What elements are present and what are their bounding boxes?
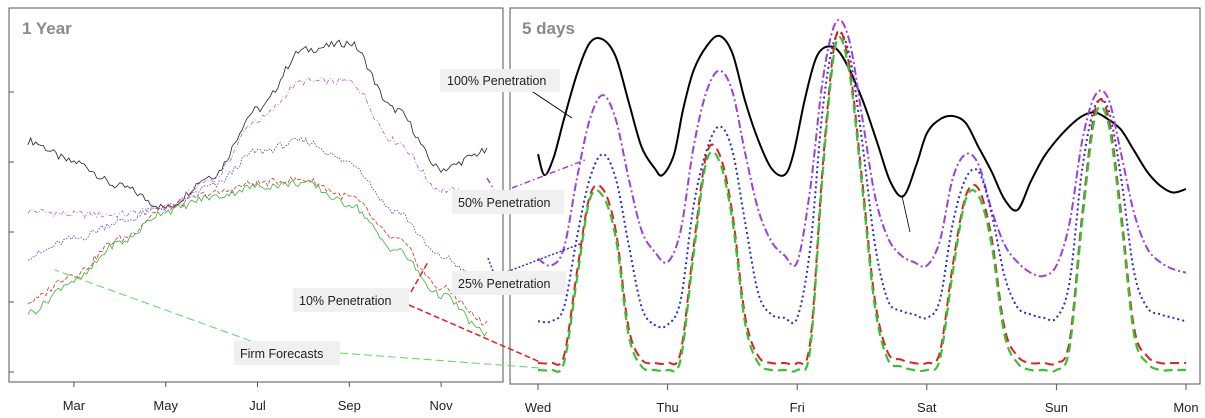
one-year-x-ticks: Mar May Jul Sep Nov — [63, 382, 453, 413]
callout-10-penetration: 10% Penetration — [293, 288, 409, 312]
one-year-series-25-penetration — [27, 136, 488, 291]
callout-25-label: 25% Penetration — [458, 277, 550, 291]
one-year-series — [27, 39, 488, 337]
one-year-y-ticks — [9, 91, 14, 373]
five-days-x-tick-label-sat: Sat — [917, 400, 937, 415]
five-days-series-10-penetration — [537, 29, 1186, 366]
leader-10-down — [408, 304, 541, 363]
callout-firm-forecasts: Firm Forecasts — [234, 341, 340, 365]
one-year-x-tick-label-sep: Sep — [338, 398, 361, 413]
five-days-x-tick-label-sun: Sun — [1045, 400, 1068, 415]
five-days-frame — [509, 7, 1201, 385]
stray-tick-mark — [901, 195, 911, 233]
leader-firm-right — [339, 352, 541, 369]
callout-50-penetration: 50% Penetration — [452, 190, 564, 214]
five-days-x-tick-label-thu: Thu — [656, 400, 678, 415]
five-days-panel: 5 days Wed Thu Fri Sat Sun Mon — [509, 7, 1201, 415]
five-days-series-50-penetration — [537, 18, 1187, 278]
callout-100-label: 100% Penetration — [447, 74, 546, 88]
callout-100-penetration: 100% Penetration — [440, 69, 560, 92]
leader-firm-left — [54, 269, 263, 346]
one-year-title: 1 Year — [22, 19, 72, 38]
leader-25-left — [487, 257, 495, 275]
five-days-x-tick-label-mon: Mon — [1173, 400, 1198, 415]
one-year-panel: 1 Year Mar May Jul Sep Nov — [8, 7, 504, 413]
one-year-x-tick-label-nov: Nov — [430, 398, 454, 413]
leader-50-right — [511, 159, 586, 189]
five-days-series-25-penetration — [537, 31, 1187, 329]
one-year-x-tick-label-jul: Jul — [249, 398, 266, 413]
one-year-series-firm-forecasts — [27, 180, 488, 337]
five-days-series-firm-forecasts — [537, 35, 1186, 373]
callout-10-label: 10% Penetration — [299, 294, 391, 308]
one-year-series-50-penetration — [27, 76, 488, 219]
one-year-series-10-penetration — [27, 176, 488, 326]
callout-25-penetration: 25% Penetration — [452, 271, 566, 295]
leader-50-left — [486, 177, 495, 191]
five-days-title: 5 days — [522, 19, 575, 38]
callout-firm-label: Firm Forecasts — [240, 347, 323, 361]
callouts: 100% Penetration 50% Penetration 25% Pen… — [234, 69, 566, 365]
callout-50-label: 50% Penetration — [458, 196, 550, 210]
five-days-series-100-penetration — [537, 34, 1187, 212]
leader-100-penetration — [529, 89, 573, 119]
leader-10-up — [410, 261, 429, 293]
five-days-series — [537, 18, 1187, 373]
one-year-series-100-penetration — [27, 39, 488, 210]
one-year-frame — [8, 7, 504, 383]
one-year-x-tick-label-mar: Mar — [63, 398, 86, 413]
leader-25-right — [495, 243, 581, 277]
one-year-x-tick-label-may: May — [153, 398, 178, 413]
five-days-x-ticks: Wed Thu Fri Sat Sun Mon — [525, 384, 1199, 415]
callout-leaders — [54, 89, 911, 369]
five-days-x-tick-label-fri: Fri — [790, 400, 805, 415]
five-days-x-tick-label-wed: Wed — [525, 400, 552, 415]
